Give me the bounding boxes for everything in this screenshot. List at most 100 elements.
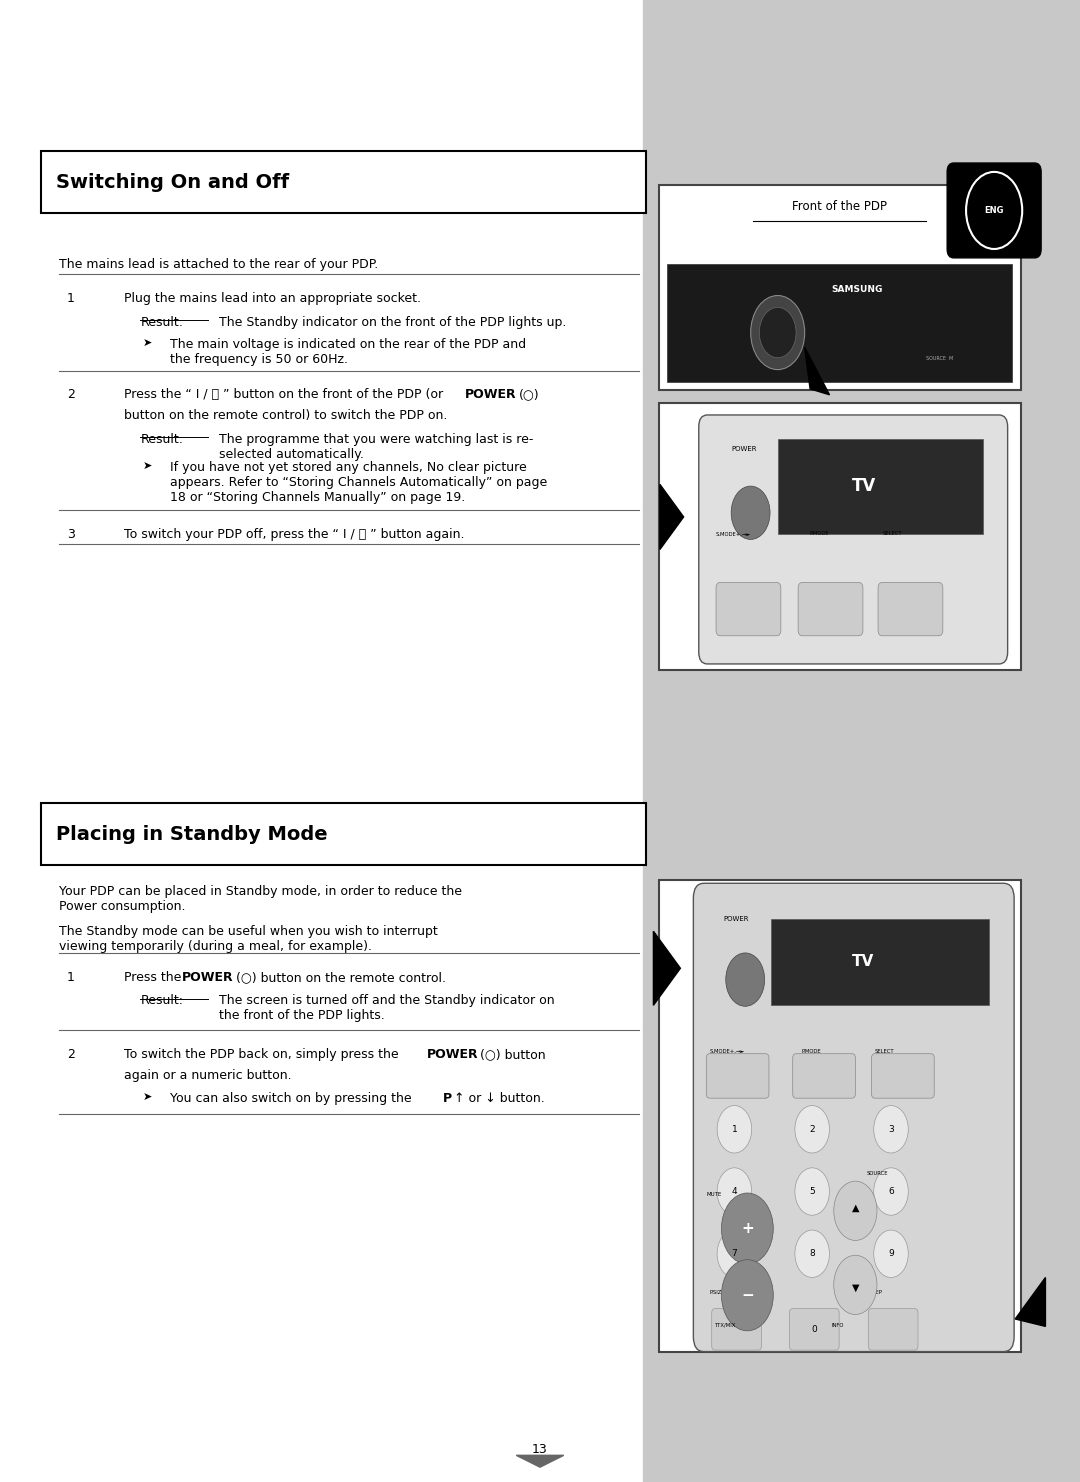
Text: The mains lead is attached to the rear of your PDP.: The mains lead is attached to the rear o…	[59, 258, 379, 271]
Text: Front of the PDP: Front of the PDP	[793, 200, 887, 213]
FancyBboxPatch shape	[868, 1309, 918, 1350]
Circle shape	[795, 1168, 829, 1215]
Text: Plug the mains lead into an appropriate socket.: Plug the mains lead into an appropriate …	[124, 292, 421, 305]
FancyBboxPatch shape	[947, 163, 1041, 258]
FancyBboxPatch shape	[789, 1309, 839, 1350]
Text: The screen is turned off and the Standby indicator on
the front of the PDP light: The screen is turned off and the Standby…	[219, 994, 555, 1023]
Circle shape	[874, 1168, 908, 1215]
Text: SOURCE: SOURCE	[866, 1171, 888, 1175]
Text: To switch the PDP back on, simply press the: To switch the PDP back on, simply press …	[124, 1048, 403, 1061]
Text: You can also switch on by pressing the: You can also switch on by pressing the	[170, 1092, 415, 1106]
Bar	[659, 185, 1021, 390]
Text: ➤: ➤	[143, 461, 152, 471]
Text: SELECT: SELECT	[875, 1049, 894, 1054]
Text: INFO: INFO	[832, 1323, 843, 1328]
Text: POWER: POWER	[724, 916, 750, 922]
Text: TTX/MIX: TTX/MIX	[715, 1323, 737, 1328]
Text: To switch your PDP off, press the “ I / ⏻ ” button again.: To switch your PDP off, press the “ I / …	[124, 528, 464, 541]
Text: Switching On and Off: Switching On and Off	[56, 173, 289, 191]
Text: 7: 7	[731, 1249, 738, 1258]
Text: SOURCE  M: SOURCE M	[926, 356, 953, 362]
Text: S.MODE+,→►: S.MODE+,→►	[716, 532, 752, 536]
Circle shape	[759, 307, 796, 357]
Bar	[771, 919, 989, 1005]
Text: 2: 2	[67, 1048, 75, 1061]
Text: P.MODE: P.MODE	[810, 532, 829, 536]
FancyBboxPatch shape	[693, 883, 1014, 1352]
Circle shape	[795, 1106, 829, 1153]
FancyBboxPatch shape	[798, 582, 863, 636]
Text: 0: 0	[811, 1325, 818, 1334]
Text: Press the “ I / ⏻ ” button on the front of the PDP (or: Press the “ I / ⏻ ” button on the front …	[124, 388, 447, 402]
Text: 5: 5	[809, 1187, 815, 1196]
Text: SAMSUNG: SAMSUNG	[832, 286, 882, 295]
Bar	[659, 403, 1021, 670]
Text: SLEEP: SLEEP	[866, 1291, 882, 1295]
Text: The Standby mode can be useful when you wish to interrupt
viewing temporarily (d: The Standby mode can be useful when you …	[59, 925, 438, 953]
Text: SELECT: SELECT	[882, 532, 902, 536]
Text: S.MODE+,→►: S.MODE+,→►	[710, 1049, 745, 1054]
Text: again or a numeric button.: again or a numeric button.	[124, 1069, 292, 1082]
Text: ENG: ENG	[984, 206, 1004, 215]
Text: Your PDP can be placed in Standby mode, in order to reduce the
Power consumption: Your PDP can be placed in Standby mode, …	[59, 885, 462, 913]
Text: 1: 1	[67, 971, 75, 984]
Text: Press the: Press the	[124, 971, 186, 984]
Text: 8: 8	[809, 1249, 815, 1258]
Text: TV: TV	[852, 477, 876, 495]
Polygon shape	[653, 931, 680, 1005]
Text: P.SIZE: P.SIZE	[710, 1291, 725, 1295]
Text: ▲: ▲	[852, 1203, 859, 1212]
Text: 3: 3	[888, 1125, 894, 1134]
Text: 9: 9	[888, 1249, 894, 1258]
Bar	[41, 151, 646, 213]
Text: If you have not yet stored any channels, No clear picture
appears. Refer to “Sto: If you have not yet stored any channels,…	[170, 461, 546, 504]
FancyBboxPatch shape	[872, 1054, 934, 1098]
Polygon shape	[1015, 1277, 1045, 1326]
Text: 13: 13	[532, 1443, 548, 1455]
Text: 1: 1	[731, 1125, 738, 1134]
Bar	[41, 803, 646, 865]
Text: ▼: ▼	[852, 1283, 859, 1292]
Text: ➤: ➤	[143, 338, 152, 348]
Text: 2: 2	[809, 1125, 815, 1134]
Bar	[659, 880, 1021, 1352]
FancyBboxPatch shape	[712, 1309, 761, 1350]
FancyBboxPatch shape	[699, 415, 1008, 664]
Circle shape	[795, 1230, 829, 1277]
FancyBboxPatch shape	[716, 582, 781, 636]
Text: ➤: ➤	[143, 1092, 152, 1103]
Circle shape	[966, 172, 1023, 249]
Text: MUTE: MUTE	[706, 1192, 721, 1196]
Bar	[643, 0, 1080, 1482]
Bar	[667, 264, 1012, 382]
Text: ↑ or ↓ button.: ↑ or ↓ button.	[454, 1092, 544, 1106]
Circle shape	[717, 1168, 752, 1215]
Text: POWER: POWER	[427, 1048, 478, 1061]
Text: 6: 6	[888, 1187, 894, 1196]
Circle shape	[731, 486, 770, 539]
Text: −: −	[741, 1288, 754, 1303]
FancyBboxPatch shape	[878, 582, 943, 636]
Text: The programme that you were watching last is re-
selected automatically.: The programme that you were watching las…	[219, 433, 534, 461]
Circle shape	[751, 295, 805, 369]
Text: The main voltage is indicated on the rear of the PDP and
the frequency is 50 or : The main voltage is indicated on the rea…	[170, 338, 526, 366]
Circle shape	[721, 1193, 773, 1264]
FancyBboxPatch shape	[706, 1054, 769, 1098]
Circle shape	[874, 1230, 908, 1277]
Text: (○) button: (○) button	[476, 1048, 545, 1061]
Text: The Standby indicator on the front of the PDP lights up.: The Standby indicator on the front of th…	[219, 316, 567, 329]
Text: 3: 3	[67, 528, 75, 541]
Text: POWER: POWER	[464, 388, 516, 402]
Circle shape	[874, 1106, 908, 1153]
Text: (○): (○)	[518, 388, 539, 402]
Polygon shape	[805, 347, 829, 394]
Circle shape	[834, 1181, 877, 1240]
Bar	[778, 439, 983, 534]
Text: POWER: POWER	[181, 971, 233, 984]
Text: +: +	[741, 1221, 754, 1236]
Circle shape	[717, 1106, 752, 1153]
Polygon shape	[516, 1455, 564, 1467]
Text: Result:: Result:	[140, 994, 184, 1008]
Circle shape	[726, 953, 765, 1006]
Text: (○) button on the remote control.: (○) button on the remote control.	[232, 971, 446, 984]
